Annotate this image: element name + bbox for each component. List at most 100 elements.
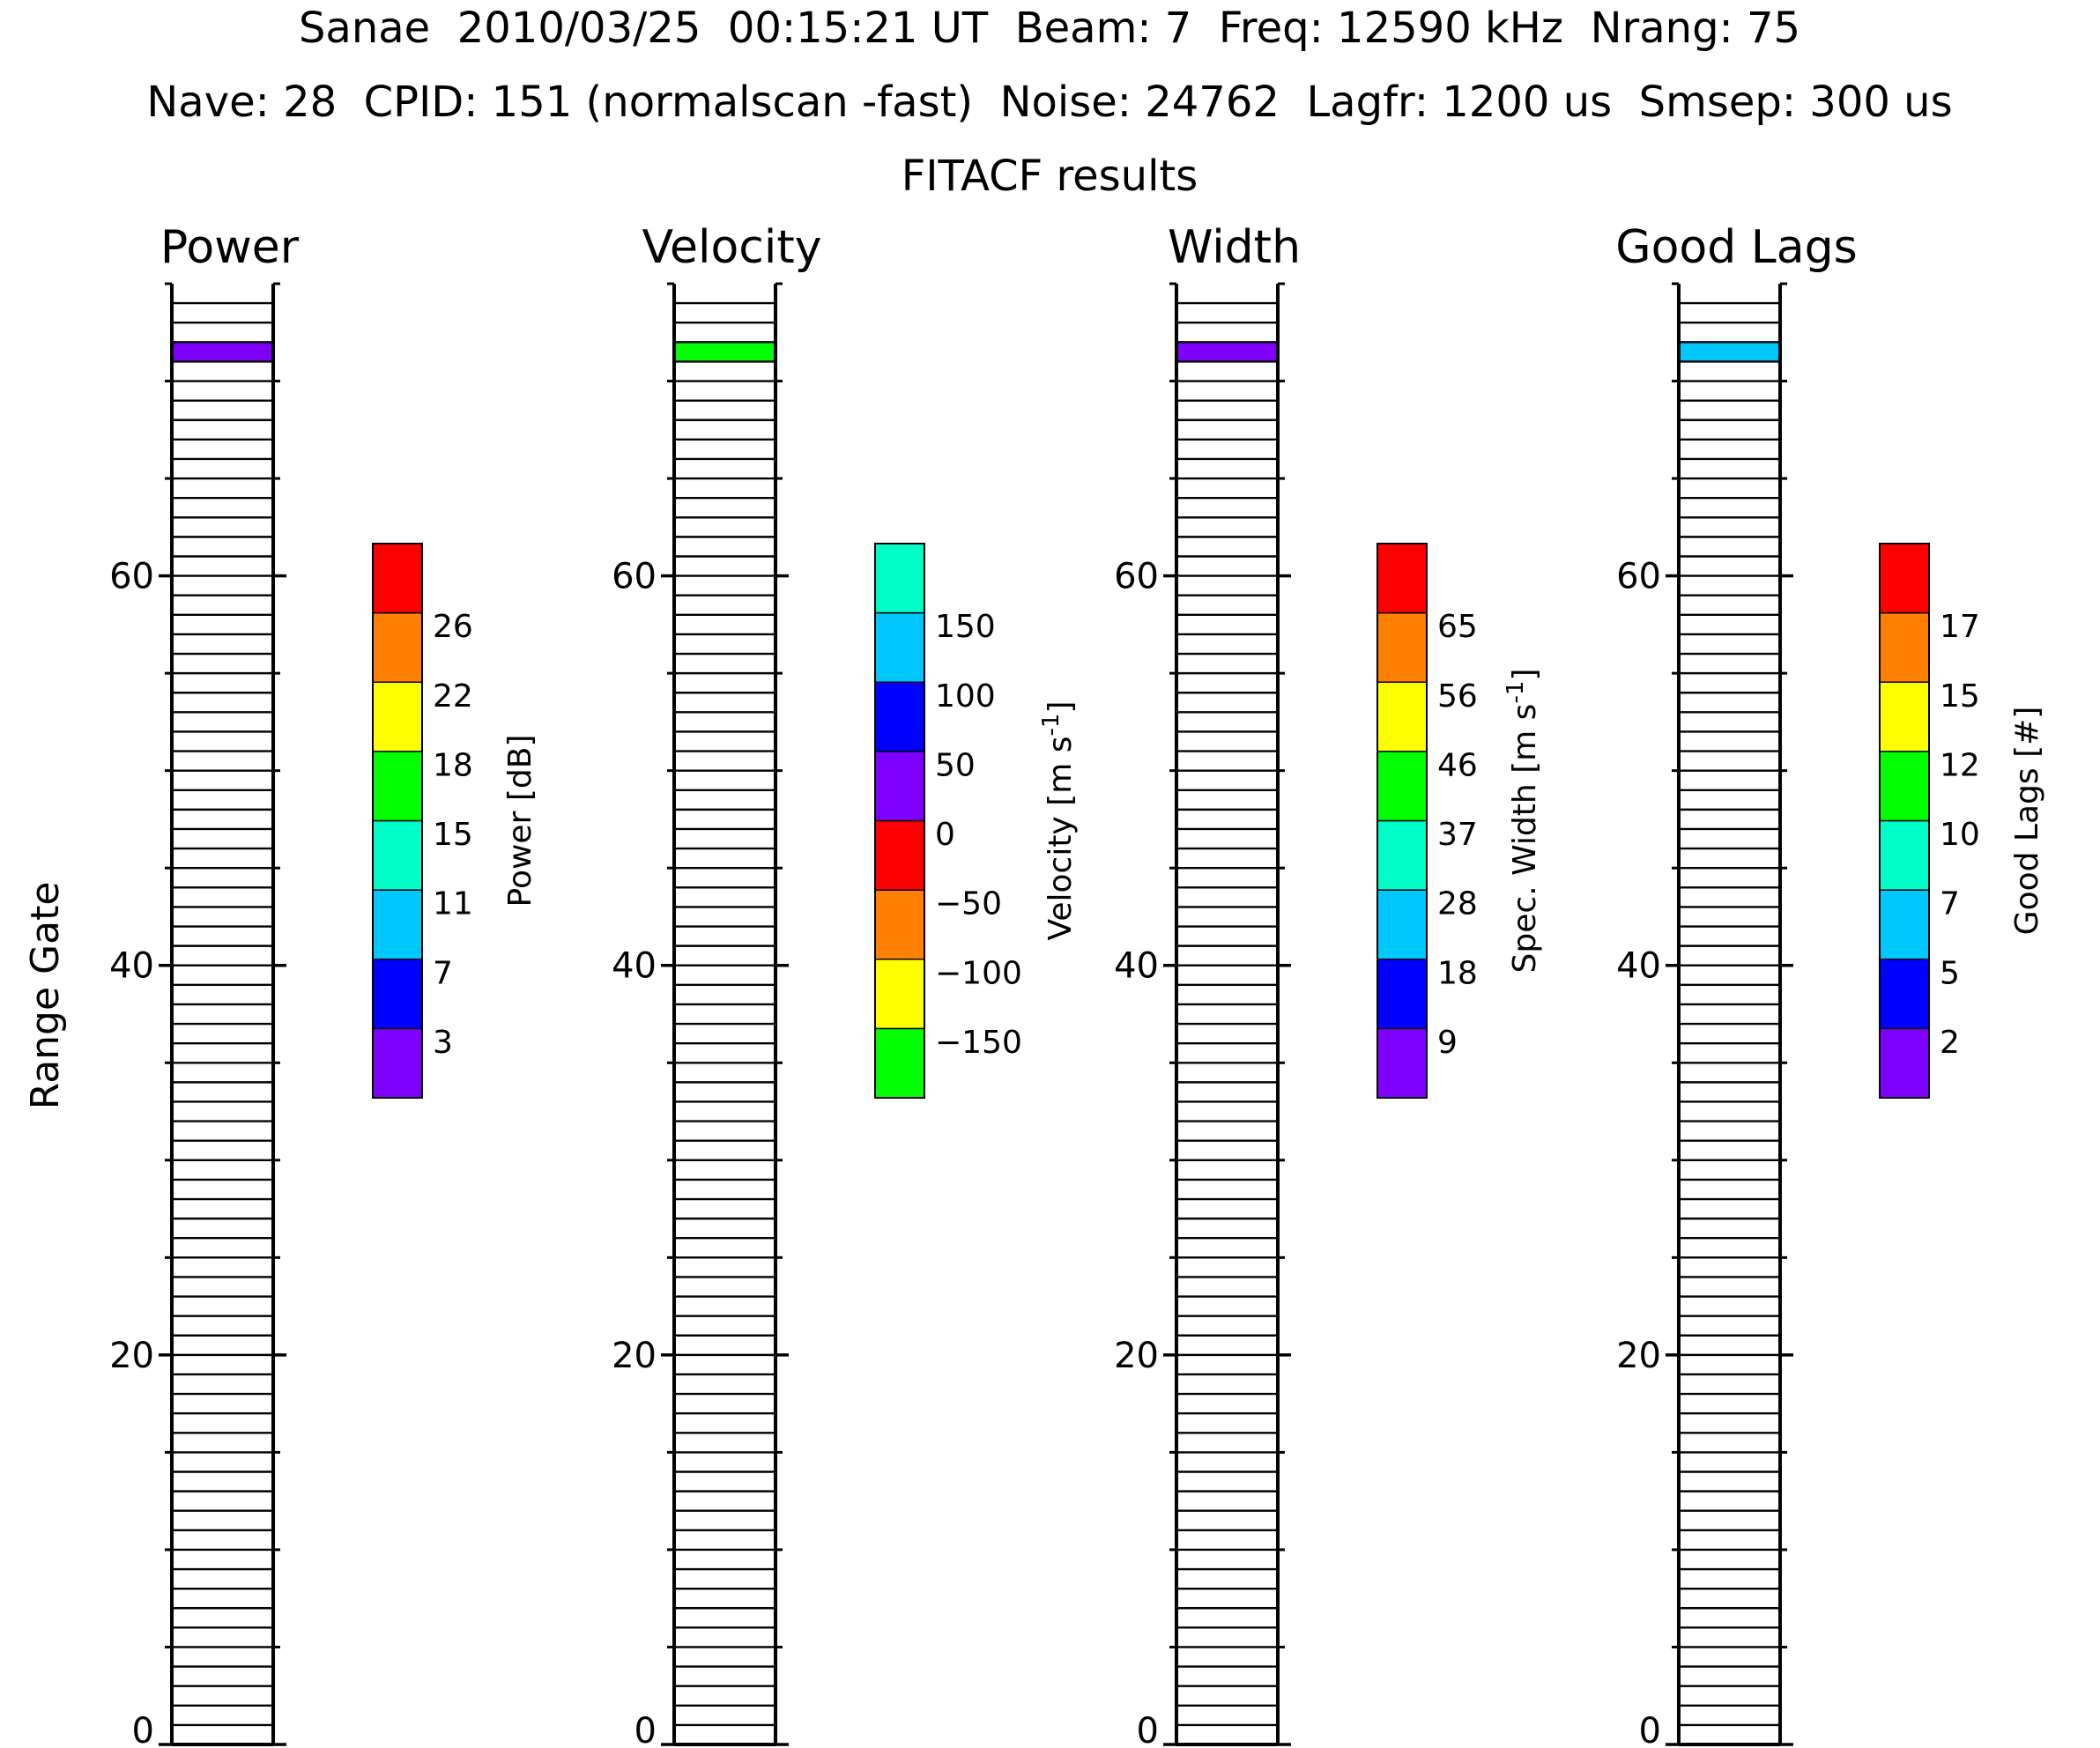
data-cell	[674, 342, 775, 362]
y-tick-label: 40	[1114, 946, 1159, 987]
colorbar-swatch	[1879, 681, 1930, 752]
colorbar-swatch	[372, 959, 423, 1030]
data-cell	[1679, 342, 1780, 362]
colorbar-swatch	[1879, 889, 1930, 960]
colorbar-swatch	[874, 1027, 925, 1099]
colorbar-tick-label: 65	[1437, 609, 1478, 645]
header-line-1: Sanae 2010/03/25 00:15:21 UT Beam: 7 Fre…	[299, 4, 1800, 53]
y-tick-label: 0	[1137, 1711, 1159, 1748]
colorbar-tick-label: 37	[1437, 817, 1478, 853]
y-tick-label: 60	[1616, 557, 1661, 597]
colorbar-swatch	[1879, 819, 1930, 891]
colorbar-swatch	[372, 889, 423, 960]
colorbar-swatch	[372, 819, 423, 891]
y-tick-label: 20	[109, 1336, 154, 1376]
y-tick-label: 60	[1114, 557, 1159, 597]
y-tick-label: 40	[612, 946, 657, 987]
colorbar-swatch	[1377, 751, 1428, 822]
y-tick-label: 20	[612, 1336, 657, 1376]
colorbar-title: Velocity [m s-1]	[1038, 701, 1079, 941]
y-tick-label: 0	[1639, 1711, 1661, 1748]
colorbar-swatch	[372, 751, 423, 822]
data-cell	[172, 342, 273, 362]
y-tick-label: 60	[612, 557, 657, 597]
colorbar-swatch	[1377, 889, 1428, 960]
colorbar-tick-label: −50	[935, 886, 1002, 922]
colorbar-frame	[372, 543, 423, 1099]
panel-3: Good Lags 0 20 40 60 2 5 7 10 12 15 17 Good Lags [#]	[1615, 221, 2045, 1748]
colorbar-frame	[1377, 543, 1428, 1099]
y-tick-label: 40	[109, 946, 154, 987]
colorbar-title-sup: -1	[1503, 681, 1529, 704]
panel-0: Power 0 20 40 60 3 7 11 15 18 22 26 Power [dB]	[109, 221, 538, 1748]
colorbar-swatch	[1879, 611, 1930, 683]
colorbar-swatch	[1377, 543, 1428, 614]
colorbar-title-end: ]	[1043, 701, 1079, 714]
colorbar-swatch	[1377, 1027, 1428, 1099]
colorbar-swatch	[874, 611, 925, 683]
colorbar-tick-label: 150	[935, 609, 996, 645]
colorbar-swatch	[372, 681, 423, 752]
colorbar-tick-label: 17	[1940, 609, 1980, 645]
colorbar-swatch	[1879, 959, 1930, 1030]
colorbar-tick-label: 100	[935, 678, 996, 715]
panel-title: Width	[1168, 221, 1301, 274]
colorbar-tick-label: 22	[433, 678, 473, 715]
y-tick-label: 0	[634, 1711, 657, 1748]
colorbar-swatch	[372, 543, 423, 614]
colorbar-title: Good Lags [#]	[2009, 707, 2045, 936]
colorbar-swatch	[1879, 543, 1930, 614]
colorbar-swatch	[1377, 611, 1428, 683]
colorbar-swatch	[874, 819, 925, 891]
header-line-2: Nave: 28 CPID: 151 (normalscan -fast) No…	[146, 78, 1952, 127]
panel-1: Velocity 0 20 40 60 −150 −100 −50 0 50 100 150 Veloc…	[612, 221, 1079, 1748]
colorbar-tick-label: 46	[1437, 747, 1478, 783]
colorbar-title: Power [dB]	[502, 735, 538, 907]
colorbar-swatch	[874, 959, 925, 1030]
y-tick-label: 20	[1114, 1336, 1159, 1376]
colorbar-tick-label: 2	[1940, 1025, 1960, 1061]
colorbar-tick-label: 15	[1940, 678, 1980, 715]
colorbar-swatch	[372, 1027, 423, 1099]
colorbar-title-sup: -1	[1038, 714, 1065, 737]
colorbar-tick-label: 7	[1940, 886, 1960, 922]
colorbar-frame	[1879, 543, 1930, 1099]
colorbar-tick-label: 9	[1437, 1025, 1458, 1061]
colorbar-swatch	[1377, 681, 1428, 752]
panel-2: Width 0 20 40 60 9 18 28 37 46 56 65 Spec. Width [m …	[1114, 221, 1543, 1748]
y-tick-label: 60	[109, 557, 154, 597]
colorbar-swatch	[1879, 751, 1930, 822]
y-tick-label: 20	[1616, 1336, 1661, 1376]
colorbar-tick-label: 0	[935, 817, 955, 853]
colorbar-swatch	[874, 751, 925, 822]
colorbar-tick-label: −100	[935, 955, 1022, 991]
colorbar-title-text: Velocity [m s	[1043, 737, 1079, 941]
colorbar-title-end: ]	[1507, 669, 1543, 681]
panel-title: Velocity	[642, 221, 822, 274]
colorbar-tick-label: 7	[433, 955, 453, 991]
colorbar-swatch	[1377, 959, 1428, 1030]
colorbar-swatch	[874, 681, 925, 752]
panel-title: Good Lags	[1615, 221, 1857, 274]
colorbar-swatch	[1377, 819, 1428, 891]
colorbar-tick-label: 50	[935, 747, 976, 783]
y-tick-label: 40	[1616, 946, 1661, 987]
colorbar-tick-label: 5	[1940, 955, 1960, 991]
colorbar-tick-label: 11	[433, 886, 473, 922]
colorbar-swatch	[874, 543, 925, 614]
colorbar-tick-label: 3	[433, 1025, 453, 1061]
colorbar-tick-label: 56	[1437, 678, 1478, 715]
colorbar-swatch	[1879, 1027, 1930, 1099]
data-cell	[1176, 342, 1278, 362]
y-axis-label: Range Gate	[23, 882, 68, 1110]
y-tick-label: 0	[132, 1711, 154, 1748]
colorbar-tick-label: 18	[1437, 955, 1478, 991]
colorbar-swatch	[372, 611, 423, 683]
colorbar-swatch	[874, 889, 925, 960]
panel-title: Power	[160, 221, 300, 274]
colorbar-title: Spec. Width [m s-1]	[1503, 669, 1543, 974]
colorbar-title-text: Power [dB]	[502, 735, 538, 907]
colorbar-title-text: Good Lags [#]	[2009, 707, 2045, 936]
